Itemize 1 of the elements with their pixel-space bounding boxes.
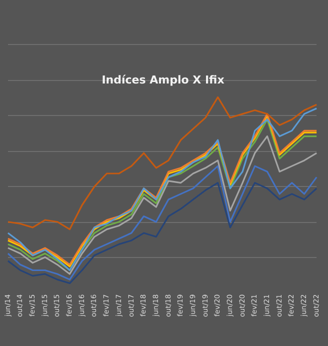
chart-title: Indíces Amplo X Ifix bbox=[102, 73, 224, 86]
